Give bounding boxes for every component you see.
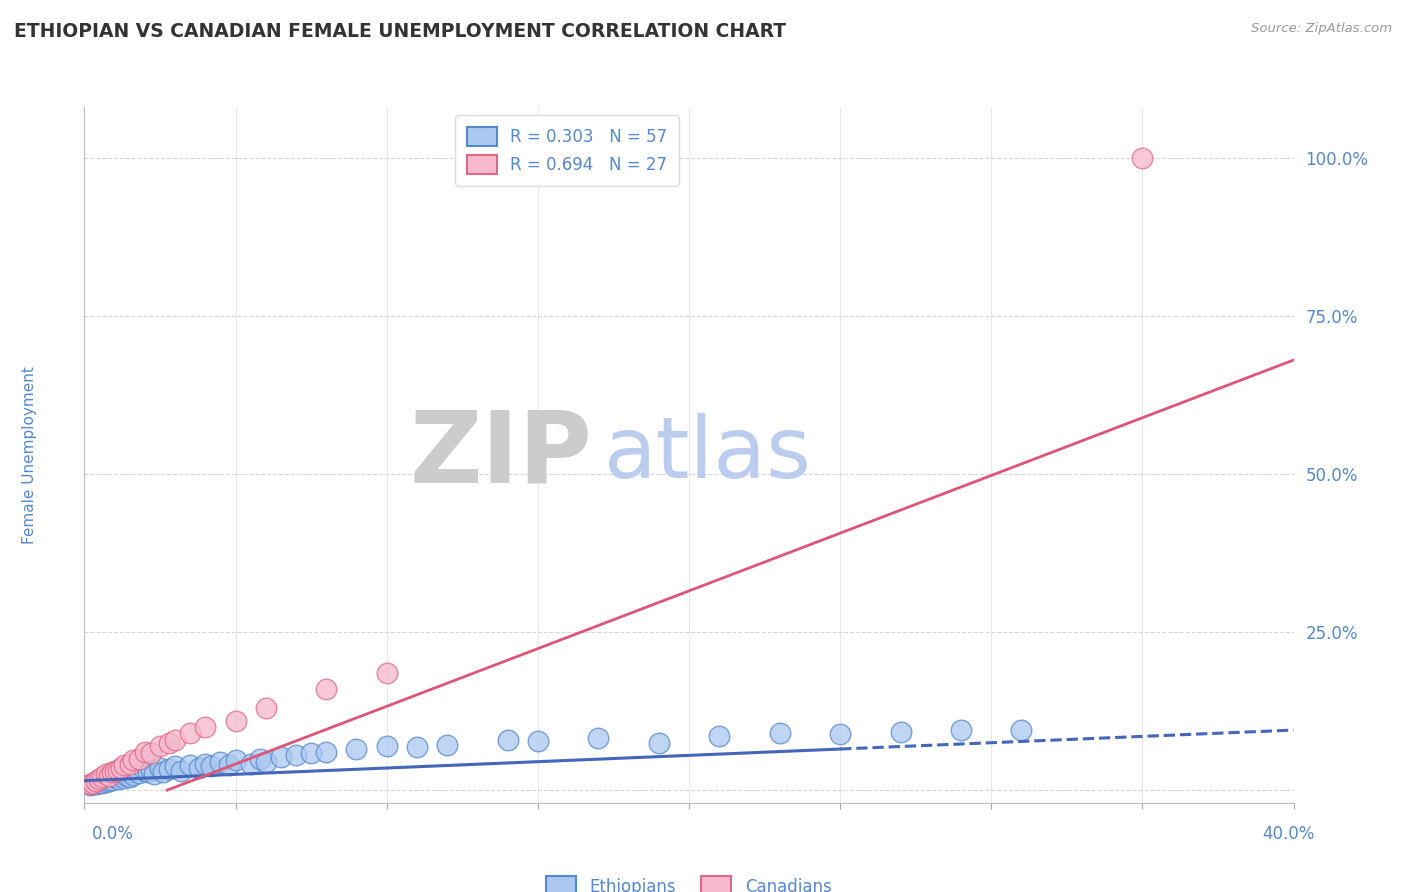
Point: [86, 773, 108, 788]
Point: [110, 767, 132, 781]
Point: [1130, 151, 1153, 165]
Point: [588, 731, 610, 746]
Point: [107, 772, 129, 786]
Text: atlas: atlas: [605, 413, 813, 497]
Text: ZIP: ZIP: [409, 407, 592, 503]
Point: [149, 739, 172, 753]
Point: [157, 736, 180, 750]
Point: [91, 776, 114, 790]
Point: [82, 777, 104, 791]
Point: [94, 772, 117, 786]
Point: [79, 777, 101, 791]
Point: [82, 775, 104, 789]
Point: [194, 756, 217, 771]
Point: [128, 751, 150, 765]
Point: [346, 742, 368, 756]
Text: 40.0%: 40.0%: [1263, 825, 1315, 843]
Point: [890, 725, 912, 739]
Point: [315, 681, 337, 696]
Point: [209, 755, 232, 769]
Point: [100, 772, 122, 787]
Point: [254, 701, 277, 715]
Point: [315, 745, 337, 759]
Point: [100, 765, 122, 780]
Point: [225, 714, 247, 728]
Point: [299, 747, 322, 761]
Point: [118, 756, 141, 771]
Point: [375, 666, 398, 681]
Point: [118, 765, 141, 780]
Point: [406, 740, 429, 755]
Point: [165, 732, 187, 747]
Point: [165, 759, 187, 773]
Point: [112, 771, 135, 785]
Point: [139, 763, 162, 777]
Point: [136, 764, 159, 779]
Point: [950, 723, 973, 737]
Point: [134, 745, 156, 759]
Point: [188, 761, 211, 775]
Point: [179, 757, 201, 772]
Point: [86, 777, 108, 791]
Point: [118, 770, 141, 784]
Point: [89, 775, 111, 789]
Point: [1011, 723, 1033, 737]
Point: [97, 769, 120, 783]
Point: [112, 757, 135, 772]
Point: [157, 762, 180, 776]
Point: [709, 730, 731, 744]
Legend: Ethiopians, Canadians: Ethiopians, Canadians: [540, 870, 838, 892]
Point: [179, 726, 201, 740]
Point: [149, 761, 172, 775]
Point: [104, 771, 127, 785]
Point: [107, 763, 129, 777]
Point: [375, 739, 398, 753]
Point: [285, 748, 308, 763]
Point: [194, 720, 217, 734]
Point: [218, 757, 240, 772]
Point: [648, 736, 671, 750]
Point: [89, 773, 111, 788]
Point: [97, 774, 120, 789]
Point: [94, 775, 117, 789]
Point: [104, 764, 127, 779]
Point: [239, 756, 262, 771]
Point: [91, 771, 114, 785]
Point: [128, 766, 150, 780]
Point: [769, 726, 792, 740]
Point: [254, 755, 277, 769]
Point: [121, 753, 143, 767]
Point: [496, 732, 519, 747]
Point: [134, 764, 156, 779]
Point: [89, 772, 111, 786]
Text: Female Unemployment: Female Unemployment: [22, 366, 38, 544]
Point: [170, 764, 193, 779]
Point: [94, 767, 117, 781]
Point: [225, 753, 247, 767]
Point: [104, 769, 127, 783]
Point: [115, 769, 138, 783]
Text: 0.0%: 0.0%: [91, 825, 134, 843]
Point: [139, 747, 162, 761]
Point: [142, 767, 165, 781]
Text: ETHIOPIAN VS CANADIAN FEMALE UNEMPLOYMENT CORRELATION CHART: ETHIOPIAN VS CANADIAN FEMALE UNEMPLOYMEN…: [14, 22, 786, 41]
Point: [249, 751, 271, 765]
Point: [110, 761, 132, 775]
Point: [200, 759, 222, 773]
Text: Source: ZipAtlas.com: Source: ZipAtlas.com: [1251, 22, 1392, 36]
Point: [527, 734, 550, 748]
Point: [436, 738, 458, 752]
Point: [152, 765, 174, 780]
Point: [79, 778, 101, 792]
Point: [121, 768, 143, 782]
Point: [270, 750, 292, 764]
Point: [830, 727, 852, 741]
